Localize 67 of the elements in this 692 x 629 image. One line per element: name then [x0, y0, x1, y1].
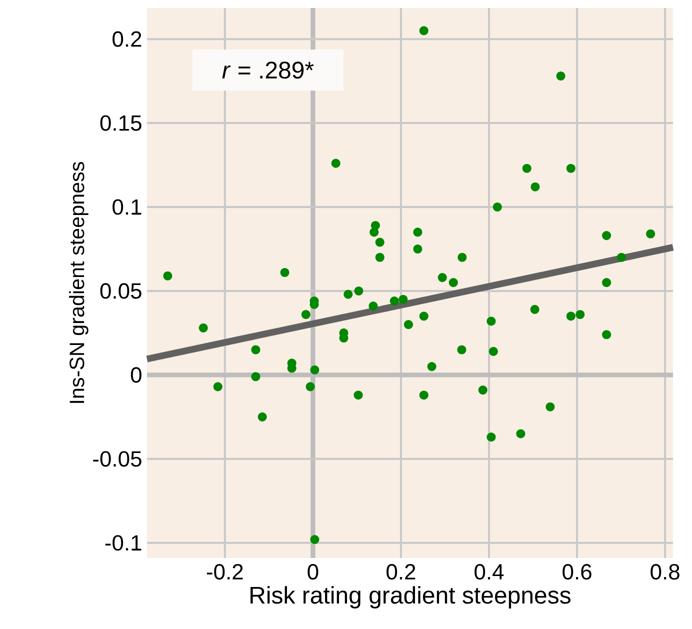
- y-tick-label: 0.1: [112, 199, 142, 215]
- point: [458, 252, 467, 262]
- point: [492, 202, 502, 212]
- point: [390, 296, 399, 306]
- point: [310, 534, 320, 544]
- point: [368, 302, 378, 311]
- point: [310, 365, 320, 374]
- x-tick-label: -0.2: [206, 564, 243, 580]
- point: [646, 229, 656, 238]
- point: [486, 316, 496, 326]
- x-tick-label: 0.2: [386, 564, 416, 580]
- point: [344, 290, 353, 299]
- point: [375, 252, 384, 262]
- point: [556, 71, 566, 81]
- x-tick-label: 0.4: [474, 564, 504, 580]
- point: [522, 164, 532, 173]
- point: [530, 304, 540, 314]
- point: [163, 271, 172, 280]
- point: [251, 345, 260, 354]
- x-tick-label: 0.8: [650, 564, 680, 580]
- y-tick-label: 0.15: [100, 115, 142, 131]
- y-tick-label: -0.05: [93, 451, 142, 467]
- point: [486, 432, 496, 442]
- point: [488, 346, 498, 356]
- x-tick-label: 0.6: [562, 564, 592, 580]
- point: [370, 228, 379, 237]
- point: [457, 345, 466, 354]
- point: [530, 182, 540, 192]
- point: [280, 268, 290, 278]
- point: [301, 310, 310, 320]
- point: [398, 294, 408, 304]
- point: [566, 164, 576, 173]
- point: [566, 312, 576, 321]
- point: [419, 312, 428, 321]
- point: [419, 390, 428, 400]
- point: [516, 429, 526, 438]
- point: [616, 252, 626, 262]
- point: [478, 386, 488, 395]
- point: [251, 372, 260, 382]
- y-tick-label: 0.2: [112, 31, 142, 47]
- point: [448, 278, 458, 288]
- point: [546, 402, 555, 412]
- point: [198, 323, 208, 332]
- point: [213, 382, 222, 392]
- point: [404, 320, 413, 330]
- x-tick-label: 0: [308, 564, 318, 580]
- point: [354, 286, 364, 296]
- point: [602, 330, 612, 340]
- point: [438, 273, 447, 282]
- y-tick-label: -0.1: [105, 535, 142, 551]
- point: [306, 382, 315, 392]
- x-axis-title: Risk rating gradient steepness: [250, 586, 570, 608]
- point: [375, 238, 384, 247]
- point: [427, 362, 436, 372]
- point: [354, 390, 363, 400]
- point: [602, 278, 612, 288]
- point: [413, 228, 422, 237]
- y-tick-label: 0: [130, 367, 142, 383]
- point: [602, 231, 612, 240]
- annotation: r = .289*: [222, 62, 314, 79]
- point: [413, 244, 422, 254]
- point: [419, 26, 428, 36]
- y-axis-title: Ins-SN gradient steepness: [69, 162, 88, 403]
- y-tick-label: 0.05: [100, 283, 142, 299]
- point: [331, 158, 340, 168]
- point: [576, 310, 585, 320]
- point: [258, 412, 267, 422]
